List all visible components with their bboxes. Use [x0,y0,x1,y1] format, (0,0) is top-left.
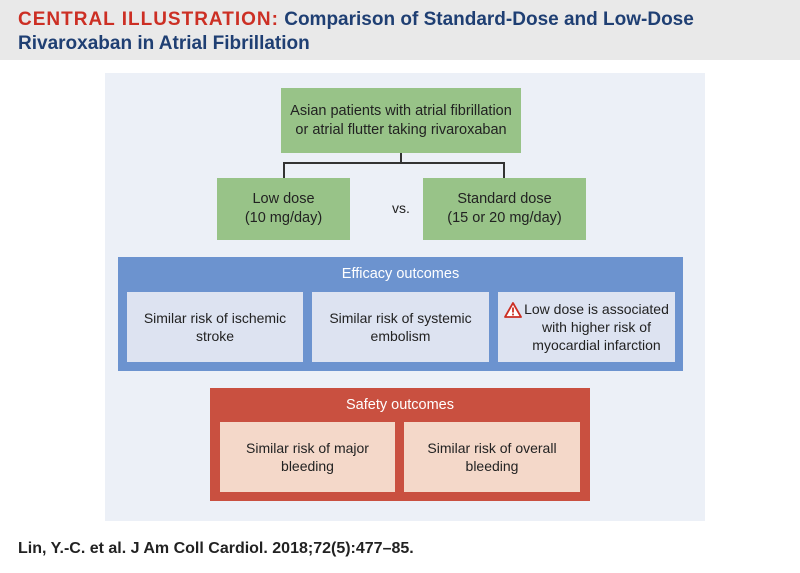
efficacy-card-myocardial-infarction: Low dose is associated with higher risk … [498,292,675,362]
page-title: CENTRAL ILLUSTRATION: Comparison of Stan… [18,8,788,56]
title-text: Comparison of Standard-Dose and Low-Dose… [18,9,694,54]
safety-title: Safety outcomes [346,397,454,413]
connector-stem [400,153,402,163]
safety-card-major-bleeding: Similar risk of major bleeding [220,422,395,492]
efficacy-card-ischemic-stroke: Similar risk of ischemic stroke [127,292,303,362]
efficacy-section: Efficacy outcomes Similar risk of ischem… [118,257,683,371]
standard-dose-label: Standard dose [457,191,552,207]
safety-card-overall-bleeding: Similar risk of overall bleeding [404,422,580,492]
header-bar: CENTRAL ILLUSTRATION: Comparison of Stan… [0,0,800,60]
population-text: Asian patients with atrial fibrillation … [290,102,512,138]
connector-left [283,162,285,178]
title-lead: CENTRAL ILLUSTRATION: [18,9,279,30]
standard-dose-amount: (15 or 20 mg/day) [447,210,562,226]
efficacy-card-text: Similar risk of ischemic stroke [143,310,287,344]
efficacy-card-systemic-embolism: Similar risk of systemic embolism [312,292,489,362]
safety-card-text: Similar risk of major bleeding [246,440,369,474]
efficacy-title: Efficacy outcomes [341,266,460,282]
safety-section: Safety outcomes Similar risk of major bl… [210,388,590,501]
warning-triangle-icon [504,302,522,322]
connector-horizontal [283,162,505,164]
safety-card-text: Similar risk of overall bleeding [427,440,557,474]
low-dose-label: Low dose [252,191,315,207]
citation: Lin, Y.-C. et al. J Am Coll Cardiol. 201… [18,540,414,557]
efficacy-card-text: Similar risk of systemic embolism [329,310,472,344]
efficacy-card-text: Low dose is associated with higher risk … [524,301,669,353]
versus-label: vs. [392,200,410,216]
population-box: Asian patients with atrial fibrillation … [281,88,521,153]
connector-right [503,162,505,178]
low-dose-amount: (10 mg/day) [244,210,323,226]
standard-dose-box: Standard dose (15 or 20 mg/day) [423,178,586,240]
low-dose-box: Low dose (10 mg/day) [217,178,350,240]
